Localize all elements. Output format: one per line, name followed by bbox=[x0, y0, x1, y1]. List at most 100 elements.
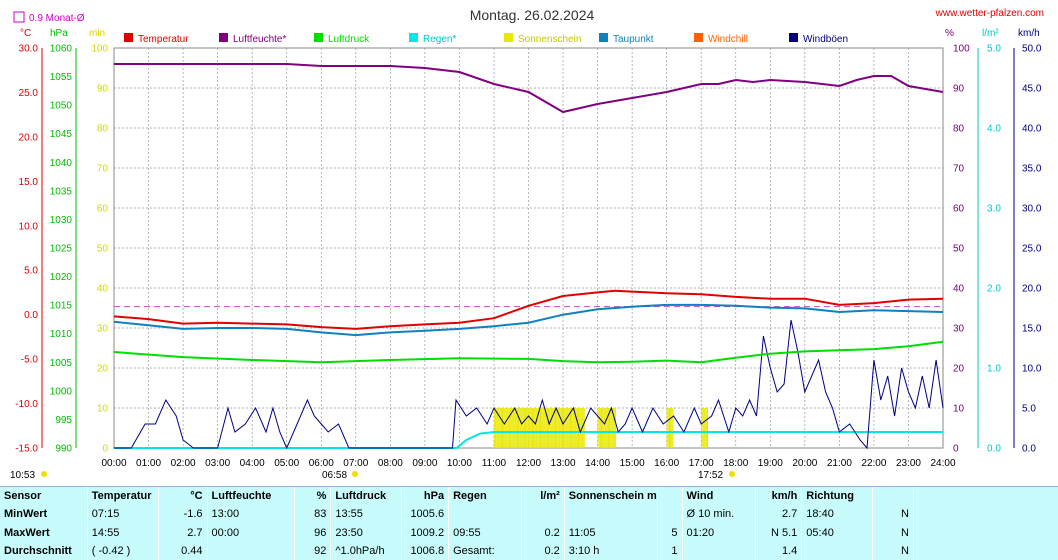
pressure-tick: 1025 bbox=[50, 244, 73, 255]
sunshine-bar bbox=[493, 408, 495, 448]
stats-cell: N bbox=[872, 505, 914, 524]
sunshine-bar bbox=[520, 408, 522, 448]
pressure-tick: 990 bbox=[55, 444, 72, 455]
sunshine-bar bbox=[525, 408, 527, 448]
temp-tick: 25.0 bbox=[19, 88, 39, 99]
x-tick: 23:00 bbox=[896, 458, 921, 469]
sunshine-bar bbox=[550, 408, 552, 448]
sunshine-bar bbox=[507, 408, 509, 448]
stats-header: Luftfeuchte bbox=[207, 487, 295, 506]
sunset-sun-icon bbox=[729, 471, 735, 477]
sunshine-bar bbox=[502, 408, 504, 448]
sunshine-bar bbox=[534, 408, 536, 448]
sunshine-bar bbox=[498, 408, 500, 448]
humidity-tick: 70 bbox=[953, 164, 965, 175]
stats-cell bbox=[657, 505, 683, 524]
stats-cell: Durchschnitt bbox=[0, 541, 88, 560]
temp-tick: -10.0 bbox=[15, 399, 38, 410]
temp-tick: 15.0 bbox=[19, 177, 39, 188]
stats-cell: 3:10 h bbox=[564, 541, 659, 560]
sunshine-bar bbox=[668, 408, 670, 448]
legend-label: Sonnenschein bbox=[518, 34, 581, 45]
stats-cell: 0.2 bbox=[521, 523, 565, 542]
month-avg-label: 0.9 Monat-Ø bbox=[29, 13, 85, 24]
humidity-tick: 100 bbox=[953, 44, 970, 55]
x-tick: 20:00 bbox=[792, 458, 817, 469]
stats-cell: 07:15 bbox=[87, 505, 159, 524]
x-tick: 04:00 bbox=[240, 458, 265, 469]
stats-cell: N 5.1 bbox=[755, 523, 803, 542]
sunrise-label: 06:58 bbox=[322, 470, 347, 481]
sunshine-bar bbox=[667, 408, 669, 448]
sunshine-bar bbox=[558, 408, 560, 448]
stats-cell: Gesamt: bbox=[448, 541, 523, 560]
humidity-tick: 20 bbox=[953, 364, 965, 375]
sunshine-bar bbox=[542, 408, 544, 448]
series-windböen bbox=[114, 319, 944, 450]
sunshine-bar bbox=[521, 408, 523, 448]
x-tick: 19:00 bbox=[758, 458, 783, 469]
stats-header: l/m² bbox=[521, 487, 565, 506]
stats-header: Luftdruck bbox=[330, 487, 403, 506]
x-tick: 08:00 bbox=[378, 458, 403, 469]
sunshine-bar bbox=[573, 408, 575, 448]
chart-grid bbox=[113, 47, 944, 449]
wind-tick: 45.0 bbox=[1022, 84, 1042, 95]
stats-cell: 05:40 bbox=[801, 523, 874, 542]
x-tick: 22:00 bbox=[861, 458, 886, 469]
sunshine-bar bbox=[575, 408, 577, 448]
x-tick: 07:00 bbox=[343, 458, 368, 469]
stats-header bbox=[657, 487, 683, 506]
sunshine-bar bbox=[611, 408, 613, 448]
sunshine-bar bbox=[701, 408, 703, 448]
x-tick: 00:00 bbox=[101, 458, 126, 469]
legend-swatch bbox=[409, 33, 418, 42]
sunshine-bar bbox=[514, 408, 516, 448]
sunshine-bar bbox=[541, 408, 543, 448]
sunshine-bar bbox=[612, 408, 614, 448]
sunshine-bar bbox=[519, 408, 521, 448]
pressure-tick: 1060 bbox=[50, 44, 73, 55]
stats-cell: 0.44 bbox=[158, 541, 208, 560]
sunshine-bar bbox=[702, 408, 704, 448]
stats-cell: 11:05 bbox=[564, 523, 659, 542]
sunshine-bar bbox=[583, 408, 585, 448]
wind-tick: 20.0 bbox=[1022, 284, 1042, 295]
sunshine-bar bbox=[503, 408, 505, 448]
sunshine-bar bbox=[526, 408, 528, 448]
x-tick: 24:00 bbox=[930, 458, 955, 469]
sunshine-bar bbox=[544, 408, 546, 448]
sunshine-tick: 10 bbox=[97, 404, 109, 415]
pressure-tick: 1040 bbox=[50, 158, 73, 169]
pressure-tick: 1050 bbox=[50, 101, 73, 112]
sunshine-bar bbox=[508, 408, 510, 448]
stats-cell: 1.4 bbox=[755, 541, 803, 560]
x-tick: 15:00 bbox=[620, 458, 645, 469]
month-avg-swatch bbox=[13, 11, 25, 23]
stats-cell: 0.2 bbox=[521, 541, 565, 560]
pressure-tick: 1045 bbox=[50, 129, 73, 140]
sunshine-tick: 30 bbox=[97, 324, 109, 335]
temp-tick: 5.0 bbox=[24, 266, 38, 277]
stats-cell: 13:55 bbox=[330, 505, 403, 524]
sunshine-bar bbox=[516, 408, 518, 448]
humidity-tick: 60 bbox=[953, 204, 965, 215]
pressure-tick: 1010 bbox=[50, 329, 73, 340]
sunshine-bar bbox=[554, 408, 556, 448]
chart-legend: Temperatur Luftfeuchte* Luftdruck Regen* Son… bbox=[124, 33, 848, 45]
legend-swatch bbox=[789, 33, 798, 42]
pressure-tick: 1035 bbox=[50, 186, 73, 197]
sunshine-bar bbox=[610, 408, 612, 448]
stats-header bbox=[872, 487, 914, 506]
temp-tick: -5.0 bbox=[21, 355, 39, 366]
stats-cell bbox=[682, 541, 756, 560]
wind-tick: 50.0 bbox=[1022, 44, 1042, 55]
sunshine-bar bbox=[564, 408, 566, 448]
stats-cell: 09:55 bbox=[448, 523, 523, 542]
sunshine-tick: 70 bbox=[97, 164, 109, 175]
sunshine-bar bbox=[556, 408, 558, 448]
sunshine-bar bbox=[496, 408, 498, 448]
wind-tick: 25.0 bbox=[1022, 244, 1042, 255]
x-tick: 16:00 bbox=[654, 458, 679, 469]
sunshine-bar bbox=[706, 408, 708, 448]
